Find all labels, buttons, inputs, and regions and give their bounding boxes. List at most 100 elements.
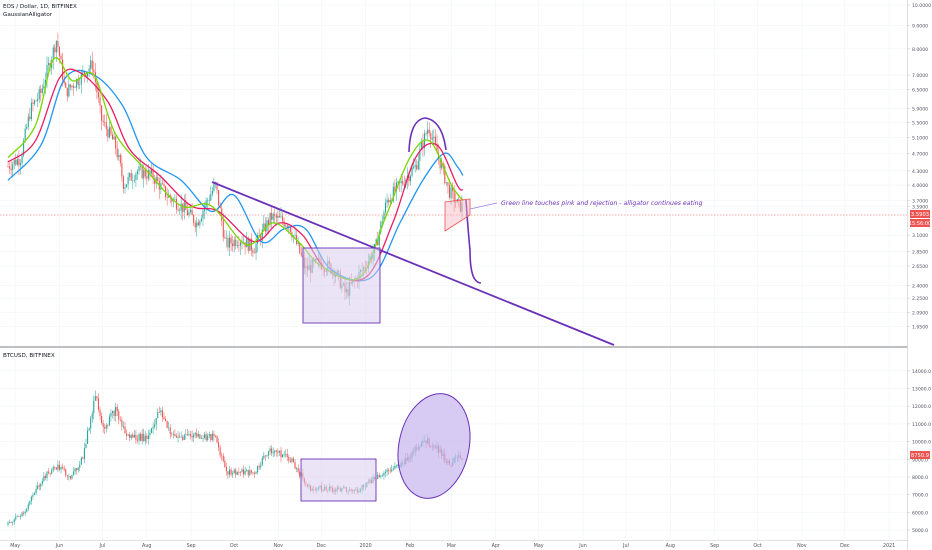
projection-curve[interactable] bbox=[465, 199, 482, 284]
eos-candle-body bbox=[127, 176, 129, 185]
btc-candle-body bbox=[394, 465, 396, 469]
eos-candle-body bbox=[163, 184, 165, 186]
eos-candle-body bbox=[85, 74, 87, 77]
eos-candle-body bbox=[283, 221, 285, 227]
btc-candle-body bbox=[63, 467, 65, 470]
btc-candle-body bbox=[389, 470, 391, 472]
btc-candle-body bbox=[177, 436, 179, 438]
eos-price-axis[interactable]: 10.0000 9.0000 8.0000 7.0000 6.5000 5.9000 5.5… bbox=[907, 3, 931, 330]
eos-candle-body bbox=[32, 102, 34, 104]
alligator-lines bbox=[7, 56, 464, 282]
btc-candle-body bbox=[199, 434, 201, 439]
btc-candle-body bbox=[90, 418, 92, 429]
btc-candle-body bbox=[200, 438, 202, 439]
btc-candle-body bbox=[182, 436, 184, 440]
btc-candle-body bbox=[152, 426, 154, 429]
btc-candle-body bbox=[291, 458, 293, 462]
btc-symbol-legend[interactable]: BTCUSD, BITFINEX bbox=[3, 353, 55, 359]
eos-candle-body bbox=[381, 221, 383, 223]
eos-candle-body bbox=[143, 169, 145, 179]
btc-candle-body bbox=[285, 453, 287, 455]
eos-candle-body bbox=[33, 100, 36, 104]
time-tick-label: Dec bbox=[840, 543, 850, 549]
btc-candle-body bbox=[51, 470, 53, 474]
consolidation-box-top[interactable] bbox=[302, 247, 381, 324]
time-tick-label: 2020 bbox=[359, 543, 371, 549]
eos-candle-body bbox=[135, 173, 137, 180]
eos-candle-body bbox=[419, 149, 421, 161]
alligator-lips-line bbox=[7, 56, 464, 281]
btc-candle-body bbox=[52, 467, 54, 471]
btc-candle-body bbox=[383, 472, 385, 476]
eos-candle-body bbox=[378, 232, 380, 246]
btc-candle-body bbox=[244, 471, 246, 475]
eos-candle-body bbox=[441, 163, 443, 169]
btc-candle-body bbox=[219, 447, 221, 456]
btc-tick-label: 6000.0 bbox=[912, 510, 928, 516]
btc-tick-label: 8000.0 bbox=[912, 475, 928, 481]
eos-candle-body bbox=[146, 176, 148, 179]
btc-candle-body bbox=[97, 398, 100, 410]
btc-candle-body bbox=[126, 433, 128, 436]
eos-candle-body bbox=[48, 62, 50, 66]
eos-candle-body bbox=[54, 47, 56, 53]
top-arc-drawing[interactable] bbox=[408, 117, 447, 153]
btc-candle-body bbox=[122, 426, 124, 427]
eos-candle-body bbox=[44, 79, 46, 86]
annotation-leader bbox=[469, 202, 498, 210]
btc-tick-label: 9000.0 bbox=[912, 457, 928, 463]
eos-candle-body bbox=[57, 40, 59, 48]
btc-tick-label: 13000.0 bbox=[912, 387, 931, 393]
triangle-pattern[interactable] bbox=[444, 198, 471, 232]
eos-tick-label: 10.0000 bbox=[912, 3, 931, 9]
btc-candle-body bbox=[172, 434, 174, 435]
eos-candle-body bbox=[65, 83, 67, 88]
btc-candle-body bbox=[57, 464, 59, 470]
eos-candle-body bbox=[300, 252, 302, 256]
consolidation-box-bottom[interactable] bbox=[300, 458, 377, 502]
eos-candle-body bbox=[74, 87, 76, 89]
btc-candle-body bbox=[16, 516, 18, 517]
btc-candle-body bbox=[19, 516, 22, 517]
time-tick-label: Sep bbox=[710, 543, 719, 549]
btc-candle-body bbox=[58, 464, 61, 470]
btc-candle-body bbox=[27, 504, 29, 509]
eos-candle-body bbox=[105, 122, 107, 130]
eos-tick-label: 2.8500 bbox=[912, 250, 928, 256]
btc-candle-body bbox=[32, 494, 34, 497]
eos-candle-body bbox=[43, 85, 45, 89]
eos-candle-body bbox=[122, 176, 124, 189]
eos-candle-body bbox=[253, 252, 256, 254]
btc-candle-body bbox=[171, 433, 173, 435]
btc-candle-body bbox=[194, 432, 196, 435]
eos-candle-body bbox=[278, 215, 280, 218]
eos-candle-body bbox=[395, 182, 397, 192]
indicator-legend[interactable]: GaussianAlligator bbox=[3, 12, 53, 18]
btc-candle-body bbox=[205, 434, 207, 441]
btc-candle-body bbox=[241, 469, 243, 473]
btc-candle-body bbox=[236, 472, 238, 475]
eos-symbol-legend[interactable]: EOS / Dollar, 1D, BITFINEX bbox=[3, 4, 77, 10]
btc-candle-body bbox=[179, 436, 181, 438]
eos-tick-label: 9.0000 bbox=[912, 24, 928, 30]
time-axis[interactable]: May Jun Jul Aug Sep Oct Nov Dec 2020 Feb Mar Apr May… bbox=[10, 543, 895, 549]
btc-candle-body bbox=[83, 448, 85, 459]
highlight-ellipse[interactable] bbox=[389, 387, 480, 505]
eos-candle-body bbox=[40, 89, 42, 93]
btc-price-tag: 8750.9 bbox=[911, 453, 929, 459]
eos-candle-body bbox=[202, 210, 204, 219]
btc-candle-body bbox=[228, 469, 231, 475]
eos-candle-body bbox=[263, 223, 265, 230]
eos-candle-body bbox=[97, 92, 100, 98]
btc-candle-body bbox=[40, 484, 42, 487]
eos-candle-body bbox=[118, 154, 120, 158]
btc-candle-body bbox=[85, 443, 87, 449]
eos-candle-body bbox=[258, 235, 260, 237]
eos-candle-body bbox=[107, 129, 109, 138]
descending-trendline[interactable] bbox=[211, 181, 615, 346]
eos-candle-body bbox=[138, 166, 140, 172]
btc-price-axis[interactable]: 14000.0 13000.0 12000.0 11000.0 10000.0 9000.… bbox=[907, 369, 931, 534]
eos-candle-body bbox=[285, 225, 287, 227]
btc-candle-body bbox=[140, 433, 142, 441]
